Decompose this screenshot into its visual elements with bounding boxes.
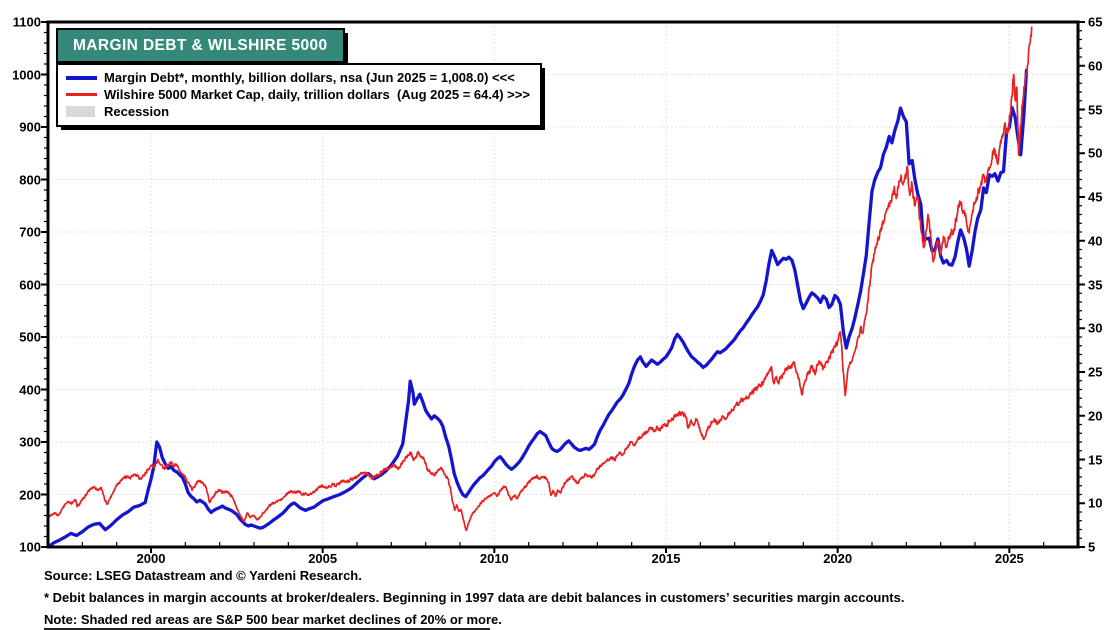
legend-swatch-shape — [66, 75, 97, 80]
recession-swatch-icon — [66, 106, 104, 117]
wilshire-line-icon — [66, 93, 104, 96]
legend-swatch-shape — [66, 93, 97, 96]
bottom-rule — [44, 628, 490, 630]
wilshire-line — [48, 26, 1033, 532]
plot-frame — [46, 20, 1080, 549]
note-text: Note: Shaded red areas are S&P 500 bear … — [44, 612, 502, 627]
legend-item: Recession — [66, 103, 530, 120]
source-text: Source: LSEG Datastream and © Yardeni Re… — [44, 568, 362, 583]
margin-debt-line-icon — [66, 75, 104, 80]
legend-item-label: Wilshire 5000 Market Cap, daily, trillio… — [104, 87, 530, 102]
page-title: MARGIN DEBT & WILSHIRE 5000 — [73, 37, 328, 54]
chart-legend: Margin Debt*, monthly, billion dollars, … — [56, 63, 542, 127]
legend-item: Wilshire 5000 Market Cap, daily, trillio… — [66, 86, 530, 103]
footnote-text: * Debit balances in margin accounts at b… — [44, 590, 905, 605]
legend-item-label: Recession — [104, 104, 170, 119]
margin-debt-line — [48, 68, 1029, 547]
legend-swatch-shape — [66, 106, 95, 117]
legend-item: Margin Debt*, monthly, billion dollars, … — [66, 69, 530, 86]
legend-item-label: Margin Debt*, monthly, billion dollars, … — [104, 70, 515, 85]
chart-title-box: MARGIN DEBT & WILSHIRE 5000 — [56, 28, 345, 63]
